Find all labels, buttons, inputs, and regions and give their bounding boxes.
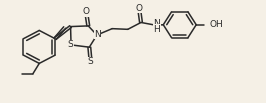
Text: S: S (68, 40, 73, 49)
Text: O: O (136, 4, 143, 13)
Text: N: N (153, 19, 160, 28)
Text: O: O (83, 7, 90, 16)
Text: S: S (88, 57, 93, 66)
Text: OH: OH (209, 20, 223, 29)
Text: N: N (94, 30, 101, 39)
Text: H: H (153, 25, 160, 34)
